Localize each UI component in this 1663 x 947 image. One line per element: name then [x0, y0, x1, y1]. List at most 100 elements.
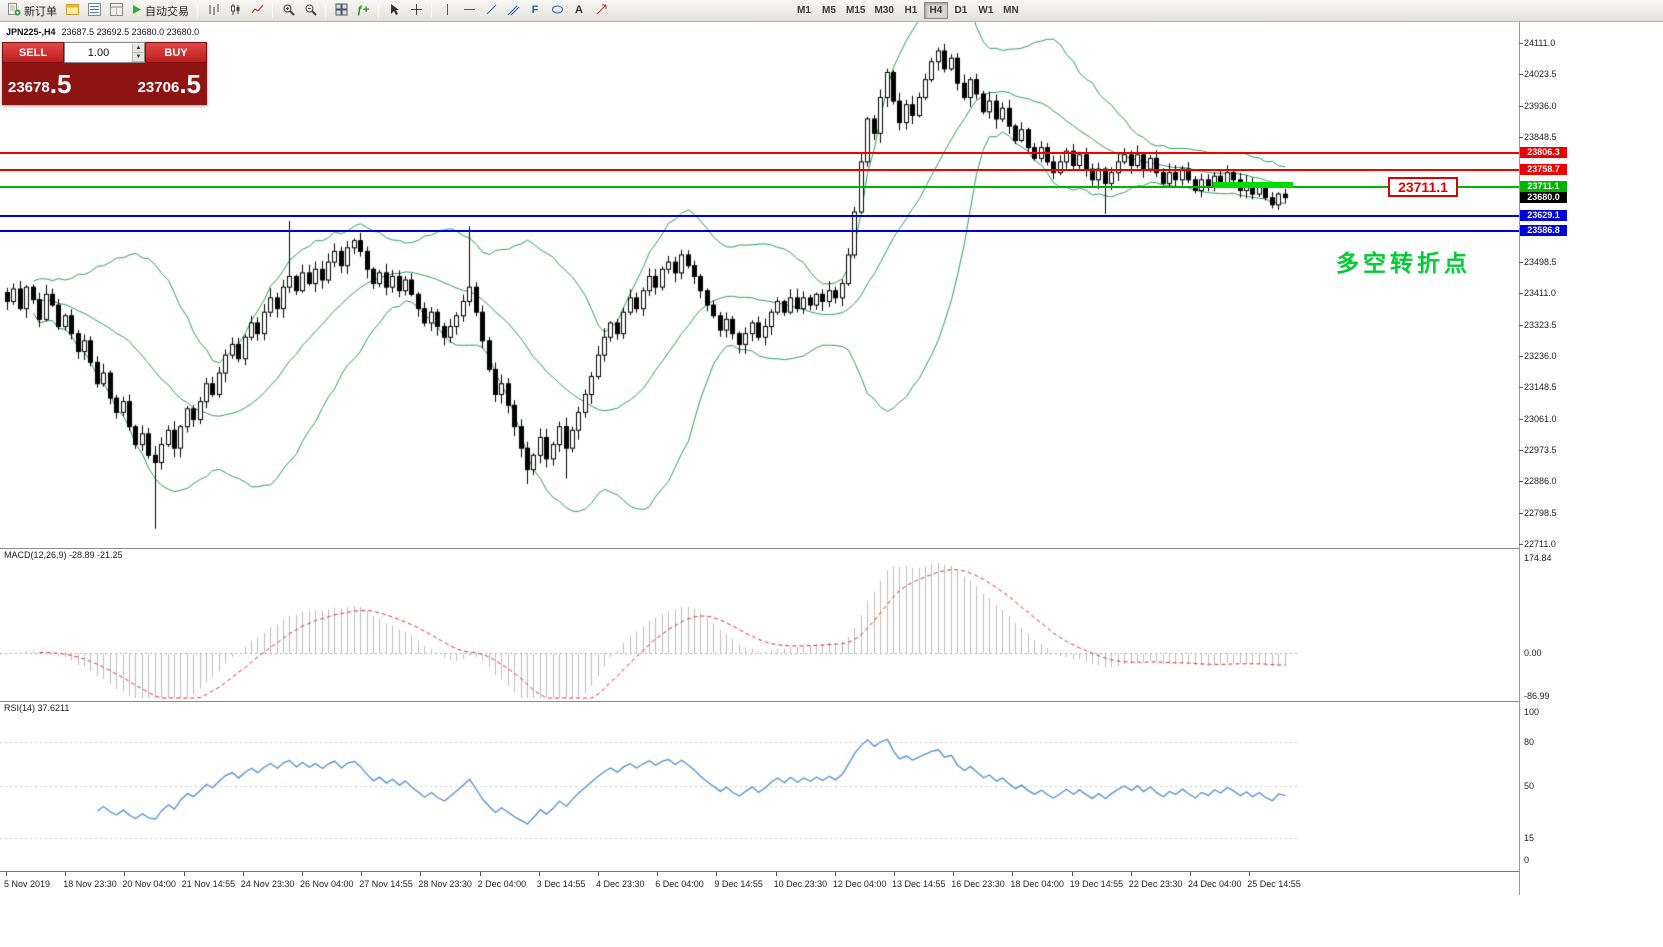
main-price-chart-canvas[interactable] [0, 22, 1519, 548]
price-axis-label: 23323.5 [1524, 319, 1557, 330]
horizontal-line-icon [463, 3, 476, 19]
rsi-indicator-canvas[interactable] [0, 701, 1519, 871]
price-axis-separator [1519, 22, 1520, 895]
price-axis-label: 24023.5 [1524, 69, 1557, 80]
shapes-button[interactable] [546, 1, 568, 20]
buy-price-fraction: .5 [179, 69, 201, 99]
time-axis-tick [479, 872, 481, 876]
candlestick-icon [229, 3, 242, 19]
timeframe-d1[interactable]: D1 [949, 2, 973, 19]
trendline-button[interactable] [480, 1, 502, 20]
time-axis-label: 19 Dec 14:55 [1069, 879, 1124, 889]
rsi-axis-label: 0 [1524, 855, 1530, 865]
price-axis-tick [1519, 293, 1523, 295]
price-callout-box[interactable]: 23711.1 [1388, 177, 1458, 197]
fibonacci-button[interactable]: F [524, 1, 546, 20]
price-axis-label: 23498.5 [1524, 257, 1557, 268]
price-axis-label: 24111.0 [1524, 38, 1556, 48]
price-axis-label: 23936.0 [1524, 100, 1557, 111]
time-axis-label: 6 Dec 04:00 [655, 879, 704, 889]
text-tool-icon: A [575, 4, 583, 16]
auto-trading-button[interactable]: 自动交易 [127, 1, 193, 20]
macd-label: MACD(12,26,9) -28.89 -21.25 [4, 550, 123, 560]
lot-increase-button[interactable]: ▲ [133, 43, 144, 53]
channel-button[interactable] [502, 1, 524, 20]
pane-separator[interactable] [0, 548, 1519, 549]
time-axis-tick [1190, 872, 1191, 876]
zoom-out-button[interactable] [299, 1, 321, 20]
tile-windows-button[interactable] [330, 1, 352, 20]
chart-profile-button[interactable] [61, 1, 83, 20]
time-axis-label: 25 Dec 14:55 [1247, 879, 1301, 889]
price-axis-tick [1519, 43, 1523, 44]
new-order-button[interactable]: 新订单 [4, 1, 61, 20]
sell-price[interactable]: 23678.5 [8, 71, 71, 97]
crosshair-icon [410, 3, 423, 19]
new-order-label: 新订单 [24, 5, 57, 18]
chart-profile-icon [65, 3, 79, 19]
time-axis-label: 5 Nov 2019 [4, 879, 51, 889]
shapes-icon [551, 3, 564, 19]
vertical-line-icon [441, 3, 454, 19]
buy-button[interactable]: BUY [145, 42, 207, 63]
price-axis-tick [1519, 262, 1523, 264]
trade-panel-prices: 23678.5 23706.5 [2, 63, 207, 105]
arrow-tool-button[interactable] [590, 1, 612, 20]
time-axis-label: 22 Dec 23:30 [1128, 879, 1183, 889]
time-axis-label: 10 Dec 23:30 [773, 879, 828, 889]
timeframe-w1[interactable]: W1 [974, 2, 998, 19]
price-axis-label: 22711.0 [1524, 538, 1556, 549]
timeframe-m5[interactable]: M5 [817, 2, 841, 19]
new-order-icon [8, 2, 21, 19]
symbol-period-label: JPN225-,H4 [6, 27, 56, 37]
vertical-line-button[interactable] [436, 1, 458, 20]
timeframe-m30[interactable]: M30 [870, 2, 897, 19]
cursor-button[interactable] [383, 1, 405, 20]
lot-size-stepper[interactable]: 1.00 ▲ ▼ [64, 42, 145, 63]
text-tool-button[interactable]: A [568, 1, 590, 20]
timeframe-m15[interactable]: M15 [842, 2, 869, 19]
indicators-button[interactable]: ƒ+ [352, 1, 374, 20]
toolbar-separator [431, 3, 432, 18]
lot-decrease-button[interactable]: ▼ [133, 52, 144, 62]
time-axis-tick [894, 872, 895, 876]
sell-price-base: 23678 [8, 79, 50, 96]
time-axis-tick [716, 872, 718, 876]
price-axis-label: 22798.5 [1524, 507, 1557, 518]
timeframe-h1[interactable]: H1 [899, 2, 923, 19]
sell-button[interactable]: SELL [2, 42, 64, 63]
price-axis-tick [1519, 543, 1523, 545]
price-level-label-23806.3: 23806.3 [1520, 146, 1567, 158]
macd-indicator-canvas[interactable] [0, 548, 1519, 701]
price-level-label-23680.0: 23680.0 [1520, 191, 1567, 203]
toolbar-separator [272, 3, 273, 18]
timeframe-mn[interactable]: MN [999, 2, 1023, 19]
crosshair-button[interactable] [405, 1, 427, 20]
time-axis-label: 4 Dec 23:30 [596, 879, 645, 889]
candlestick-chart-button[interactable] [224, 1, 246, 20]
level-line-23711.1[interactable] [0, 185, 1519, 188]
zoom-in-button[interactable] [277, 1, 299, 20]
auto-trading-icon [131, 4, 142, 18]
trade-panel-controls: SELL 1.00 ▲ ▼ BUY [2, 42, 207, 63]
level-line-23629.1[interactable] [0, 214, 1519, 217]
horizontal-line-button[interactable] [458, 1, 480, 20]
price-axis-label: 22886.0 [1524, 476, 1557, 487]
level-line-23586.8[interactable] [0, 230, 1519, 233]
time-axis-tick [834, 872, 836, 876]
macd-axis-label: -86.99 [1524, 691, 1550, 701]
timeframe-m1[interactable]: M1 [792, 2, 816, 19]
line-chart-button[interactable] [246, 1, 268, 20]
green-highlight-segment[interactable] [1213, 182, 1293, 188]
macd-axis-label: 174.84 [1524, 553, 1552, 564]
time-axis[interactable]: 5 Nov 2019 18 Nov 23:30 20 Nov 04:00 21 Nov… [0, 871, 1519, 897]
market-watch-button[interactable] [83, 1, 105, 20]
time-axis-tick [124, 872, 126, 876]
level-line-23758.7[interactable] [0, 168, 1519, 171]
buy-price[interactable]: 23706.5 [138, 71, 201, 97]
data-window-button[interactable] [105, 1, 127, 20]
level-line-23806.3[interactable] [0, 151, 1519, 154]
timeframe-h4[interactable]: H4 [923, 2, 948, 19]
bar-chart-button[interactable] [202, 1, 224, 20]
pane-separator[interactable] [0, 701, 1519, 702]
